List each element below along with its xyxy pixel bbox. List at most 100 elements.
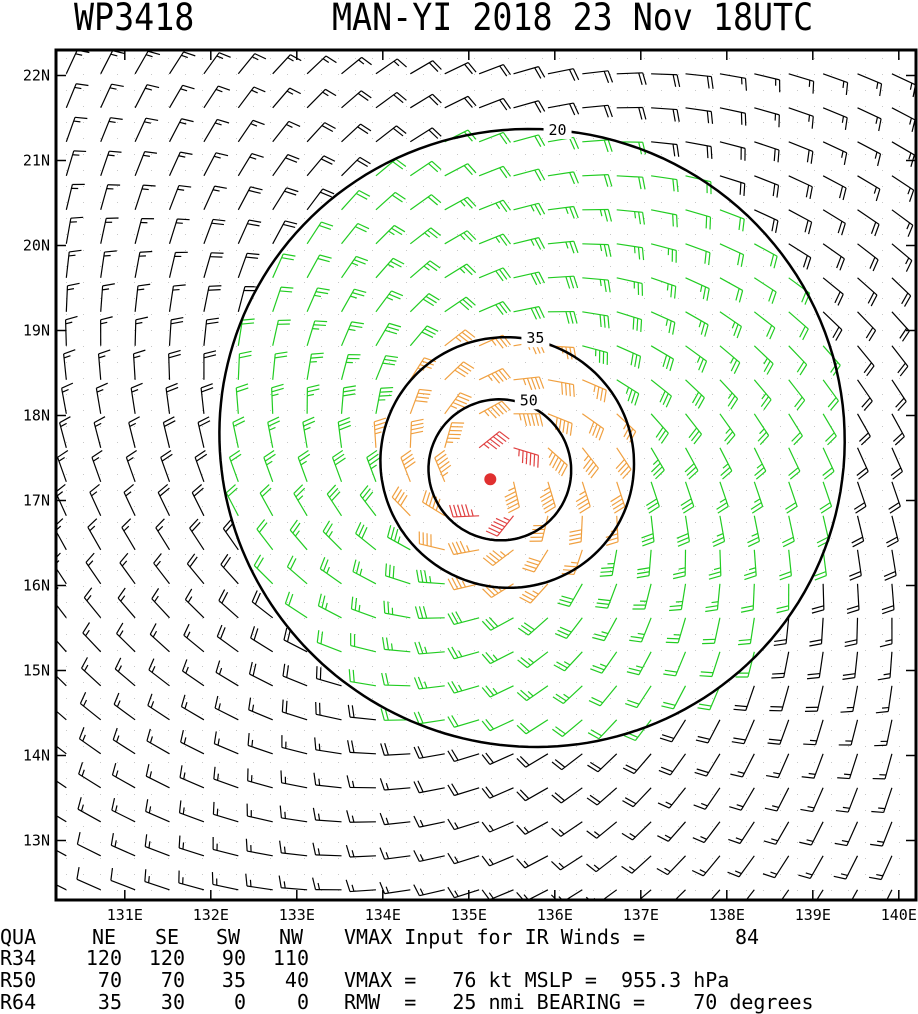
wind-barb	[697, 685, 721, 711]
wind-barb	[719, 447, 733, 480]
wind-barb	[705, 583, 721, 613]
wind-barb	[822, 107, 848, 130]
wind-barb	[112, 727, 136, 755]
wind-barb	[676, 515, 690, 547]
wind-barb	[306, 88, 337, 109]
wind-barb	[56, 884, 67, 891]
wind-barb	[355, 522, 377, 551]
wind-barb	[444, 163, 477, 177]
wind-barb	[582, 104, 613, 118]
y-tick-label: 17N	[23, 492, 50, 510]
wind-barb	[237, 252, 260, 279]
r64-nw: 0	[296, 990, 309, 1014]
wind-barb	[585, 889, 618, 900]
wind-barb	[481, 821, 514, 833]
wind-barb	[582, 174, 613, 187]
r64-sw: 0	[233, 990, 246, 1014]
wind-barb	[517, 651, 549, 669]
wind-barb	[100, 83, 124, 109]
wind-barb	[297, 449, 311, 483]
wind-barb	[383, 600, 411, 619]
wind-barb	[134, 250, 153, 278]
wind-barb	[113, 692, 136, 721]
wind-barb	[444, 263, 477, 279]
wind-barb	[616, 209, 646, 225]
wind-barb	[478, 301, 511, 315]
wind-barb	[719, 141, 746, 161]
wind-barb	[212, 837, 239, 857]
wind-barb	[341, 123, 372, 143]
wind-barb	[306, 221, 334, 245]
wind-barb	[478, 63, 511, 77]
wind-barb	[410, 60, 442, 75]
wind-barb	[444, 329, 476, 347]
wind-barb	[63, 349, 76, 380]
wind-barb	[444, 361, 475, 381]
wind-barb	[111, 762, 136, 789]
wind-barb	[551, 821, 583, 837]
wind-barb	[348, 669, 377, 687]
wind-barb	[849, 549, 862, 581]
wind-barb	[110, 833, 136, 857]
wind-barb	[557, 583, 583, 607]
wind-barb	[586, 787, 618, 806]
wind-barb	[811, 583, 825, 614]
wind-barb	[130, 382, 143, 414]
wind-barb	[616, 243, 645, 261]
wind-barb	[110, 868, 136, 891]
wind-barb	[478, 199, 511, 213]
wind-barb	[331, 449, 346, 483]
wind-barb	[516, 719, 549, 735]
wind-barb	[65, 83, 89, 109]
wind-barb	[100, 316, 113, 346]
wind-barb	[547, 379, 575, 397]
wind-barb	[272, 253, 296, 279]
wind-barb	[100, 283, 115, 312]
wind-barb	[322, 520, 342, 551]
wind-barb	[78, 727, 102, 755]
wind-barb	[162, 416, 176, 448]
wind-barb	[444, 62, 477, 75]
wind-barb	[289, 519, 308, 551]
wind-barb	[314, 737, 342, 755]
wind-barb	[253, 554, 274, 585]
wind-barb	[651, 107, 680, 122]
wind-barb	[203, 52, 231, 75]
wind-barb	[447, 886, 480, 899]
wind-barb	[651, 175, 679, 192]
wind-barb	[516, 787, 549, 802]
wind-barb	[672, 549, 687, 580]
y-tick-label: 19N	[23, 322, 50, 340]
wind-barb	[165, 382, 179, 414]
wind-barb	[447, 749, 480, 762]
wind-barb	[730, 753, 755, 778]
wind-barb	[753, 379, 772, 411]
wind-barb	[553, 651, 583, 672]
wind-barb	[100, 217, 119, 244]
wind-barb	[788, 379, 806, 411]
wind-barb	[272, 220, 298, 245]
wind-barb	[340, 354, 361, 380]
wind-barb	[727, 855, 755, 878]
r50-label: R50	[0, 968, 37, 992]
wind-barb	[65, 282, 80, 312]
wind-barb	[870, 821, 893, 847]
wind-barb	[134, 283, 151, 312]
wind-barb	[155, 518, 171, 551]
wind-barbs	[56, 50, 916, 900]
wind-barb	[350, 633, 377, 653]
wind-barb	[814, 549, 827, 581]
wind-barb	[100, 184, 121, 210]
wind-barb	[685, 345, 708, 373]
wind-barb	[286, 555, 308, 585]
wind-barb	[251, 590, 274, 619]
wind-barb	[712, 515, 726, 548]
wind-barb	[513, 376, 545, 391]
wind-barb	[881, 583, 895, 615]
wind-barb	[245, 873, 273, 891]
r50-ne: 70	[97, 968, 122, 992]
wind-barb	[513, 271, 545, 286]
wind-barb	[685, 311, 709, 337]
wind-barb	[306, 287, 330, 313]
wind-barb	[302, 416, 316, 448]
